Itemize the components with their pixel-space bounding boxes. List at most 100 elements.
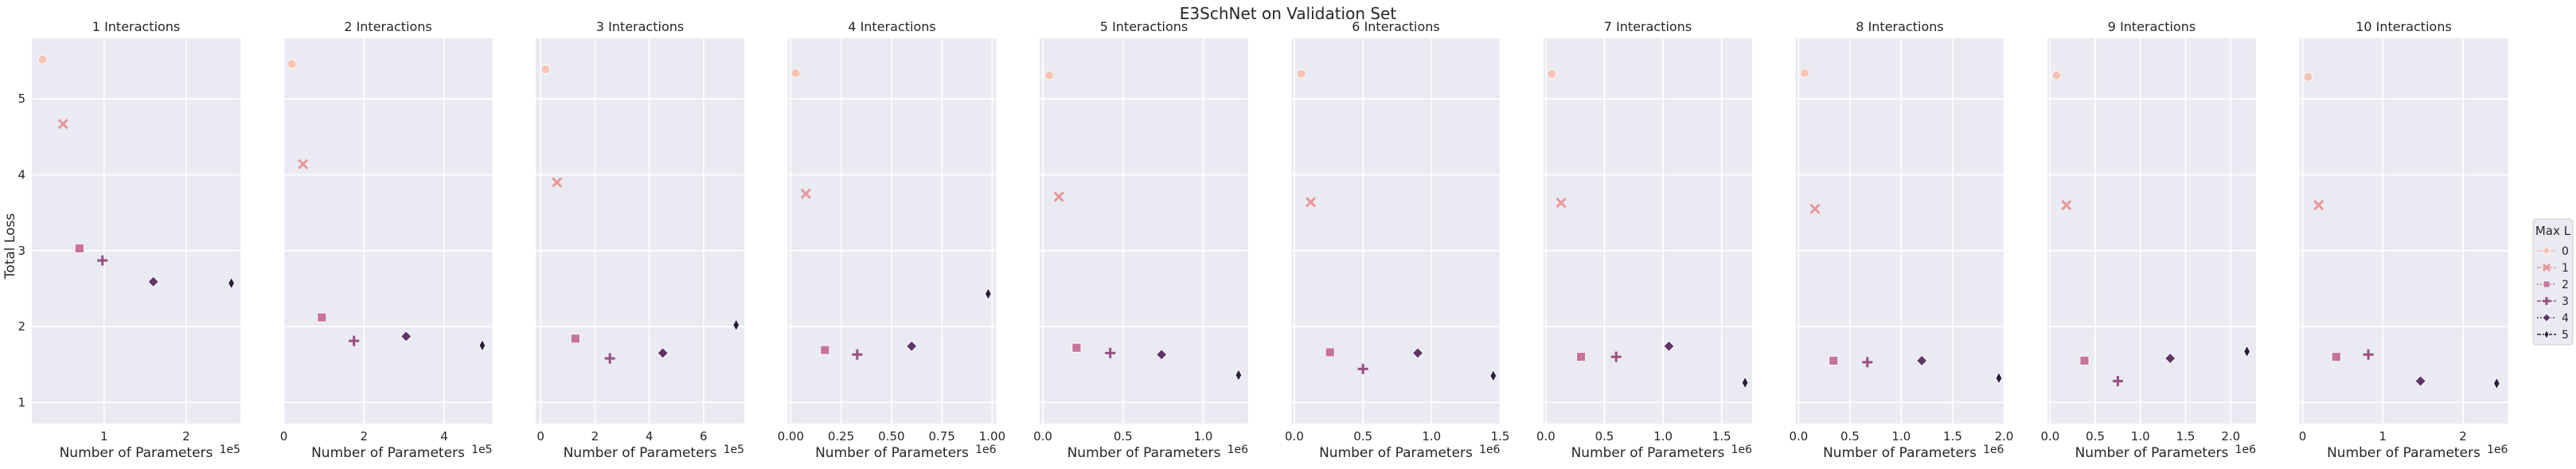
data-point-maxl-5 bbox=[732, 319, 740, 331]
data-point-maxl-2 bbox=[2079, 356, 2090, 365]
plot-area bbox=[283, 38, 493, 424]
x-tick-label: 0.0 bbox=[1033, 429, 1052, 444]
subplot-title: 4 Interactions bbox=[848, 19, 935, 34]
data-point-maxl-5 bbox=[1489, 369, 1497, 382]
x-tick-label: 0.75 bbox=[928, 429, 954, 444]
data-point-maxl-3 bbox=[1357, 363, 1368, 374]
data-point-maxl-3 bbox=[852, 349, 863, 360]
data-point-maxl-0 bbox=[541, 64, 551, 74]
y-tick-label: 1 bbox=[18, 395, 25, 409]
data-point-maxl-1 bbox=[1555, 197, 1567, 209]
data-point-maxl-2 bbox=[820, 345, 830, 355]
x-tick-label: 0.5 bbox=[1595, 429, 1614, 444]
data-point-maxl-2 bbox=[74, 244, 84, 253]
subplot-3: 0 2 4 6 3 Interactions Number of Parameters 1e… bbox=[536, 19, 744, 461]
x-axis-multiplier: 1e6 bbox=[1228, 444, 1249, 456]
data-point-maxl-0 bbox=[1547, 68, 1557, 79]
x-tick-label: 0 bbox=[537, 429, 544, 444]
data-point-maxl-3 bbox=[1862, 357, 1873, 368]
subplot-title: 8 Interactions bbox=[1856, 19, 1943, 34]
subplot-title: 6 Interactions bbox=[1352, 19, 1439, 34]
legend-label: 5 bbox=[2562, 329, 2569, 342]
data-point-maxl-4 bbox=[400, 330, 412, 342]
x-tick-label: 1.0 bbox=[1653, 429, 1672, 444]
data-point-maxl-1 bbox=[2061, 200, 2072, 211]
x-axis-multiplier: 1e6 bbox=[1731, 444, 1753, 456]
x-tick-label: 6 bbox=[700, 429, 708, 444]
x-tick-label: 1.0 bbox=[2131, 429, 2150, 444]
x-axis-multiplier: 1e6 bbox=[1479, 444, 1501, 456]
data-point-maxl-1 bbox=[552, 177, 563, 188]
x-axis-multiplier: 1e6 bbox=[2235, 444, 2257, 456]
legend-label: 1 bbox=[2562, 262, 2569, 275]
data-point-maxl-1 bbox=[1809, 203, 1821, 214]
subplot-5: 0.0 0.5 1.0 5 Interactions Number of Paramet… bbox=[1033, 19, 1248, 461]
subplot-6: 0.0 0.5 1.0 1.5 6 Interactions Number of Para… bbox=[1285, 19, 1509, 461]
legend-label: 2 bbox=[2562, 279, 2569, 291]
data-point-maxl-3 bbox=[1105, 347, 1116, 358]
x-axis-multiplier: 1e5 bbox=[471, 444, 492, 456]
data-point-maxl-5 bbox=[985, 287, 992, 300]
x-axis-multiplier: 1e6 bbox=[975, 444, 997, 456]
subplot-2: 0 2 4 2 Interactions Number of Parameters 1e5 bbox=[280, 19, 493, 461]
data-point-maxl-2 bbox=[2331, 352, 2341, 362]
data-point-maxl-2 bbox=[1829, 356, 1839, 365]
legend-marker-3 bbox=[2543, 297, 2551, 305]
x-axis-label: Number of Parameters bbox=[1571, 445, 1725, 461]
x-axis-label: Number of Parameters bbox=[1319, 445, 1473, 461]
data-point-maxl-5 bbox=[228, 276, 235, 290]
data-point-maxl-1 bbox=[57, 119, 68, 130]
subplot-title: 7 Interactions bbox=[1604, 19, 1692, 34]
subplot-8: 0.0 0.5 1.0 1.5 2.0 8 Interactions Number of P… bbox=[1789, 19, 2013, 461]
data-point-maxl-3 bbox=[2363, 349, 2374, 360]
data-point-maxl-5 bbox=[1741, 376, 1749, 389]
x-tick-label: 1.5 bbox=[1491, 429, 1510, 444]
subplot-title: 9 Interactions bbox=[2108, 19, 2195, 34]
legend: Max L 0 1 2 3 4 5 bbox=[2532, 218, 2574, 346]
x-tick-label: 2 bbox=[2459, 429, 2467, 444]
x-axis-label: Number of Parameters bbox=[2075, 445, 2229, 461]
x-tick-label: 0.0 bbox=[1536, 429, 1555, 444]
x-tick-label: 0.25 bbox=[828, 429, 854, 444]
x-tick-label: 0.0 bbox=[2040, 429, 2059, 444]
x-axis-multiplier: 1e5 bbox=[220, 444, 240, 456]
data-point-maxl-1 bbox=[2313, 200, 2324, 211]
x-axis-multiplier: 1e6 bbox=[1983, 444, 2004, 456]
x-tick-label: 0.0 bbox=[1789, 429, 1808, 444]
subplot-4: 0.00 0.25 0.50 0.75 1.00 4 Interactions Number… bbox=[778, 19, 1006, 461]
x-tick-label: 1 bbox=[100, 429, 108, 444]
data-point-maxl-3 bbox=[1610, 351, 1622, 362]
data-point-maxl-3 bbox=[349, 335, 360, 346]
subplot-title: 2 Interactions bbox=[344, 19, 431, 34]
subplot-10: 0 1 2 10 Interactions Number of Parameters 1e… bbox=[2299, 19, 2508, 461]
data-point-maxl-1 bbox=[1306, 197, 1317, 208]
data-point-maxl-4 bbox=[1663, 340, 1675, 352]
figure-title: E3SchNet on Validation Set bbox=[1180, 4, 1397, 23]
legend-marker-1 bbox=[2542, 263, 2551, 272]
x-axis-multiplier: 1e6 bbox=[2487, 444, 2508, 456]
x-tick-label: 0.0 bbox=[1285, 429, 1304, 444]
data-point-maxl-3 bbox=[604, 353, 615, 364]
data-point-maxl-1 bbox=[1053, 191, 1064, 202]
x-tick-label: 1.0 bbox=[1422, 429, 1441, 444]
plot-area bbox=[536, 38, 744, 424]
data-point-maxl-3 bbox=[2112, 376, 2123, 387]
data-point-maxl-0 bbox=[37, 54, 48, 64]
data-point-maxl-4 bbox=[2414, 375, 2426, 387]
subplot-1: 1 2 1 2 3 4 5 1 Interactions Number of Parameter… bbox=[18, 19, 240, 461]
data-point-maxl-1 bbox=[298, 158, 309, 170]
legend-label: 0 bbox=[2562, 245, 2569, 258]
data-point-maxl-0 bbox=[2303, 72, 2313, 82]
data-point-maxl-0 bbox=[1800, 68, 1810, 78]
subplot-title: 3 Interactions bbox=[596, 19, 684, 34]
x-tick-label: 0.5 bbox=[2086, 429, 2105, 444]
data-point-maxl-4 bbox=[657, 347, 669, 359]
x-axis-multiplier: 1e5 bbox=[724, 444, 744, 456]
data-point-maxl-5 bbox=[2243, 345, 2250, 358]
data-point-maxl-4 bbox=[1412, 347, 1424, 359]
data-point-maxl-1 bbox=[800, 188, 811, 199]
x-axis-label: Number of Parameters bbox=[60, 445, 213, 461]
subplot-9: 0.0 0.5 1.0 1.5 2.0 9 Interactions Number of P… bbox=[2040, 19, 2256, 461]
x-tick-label: 2.0 bbox=[1995, 429, 2014, 444]
